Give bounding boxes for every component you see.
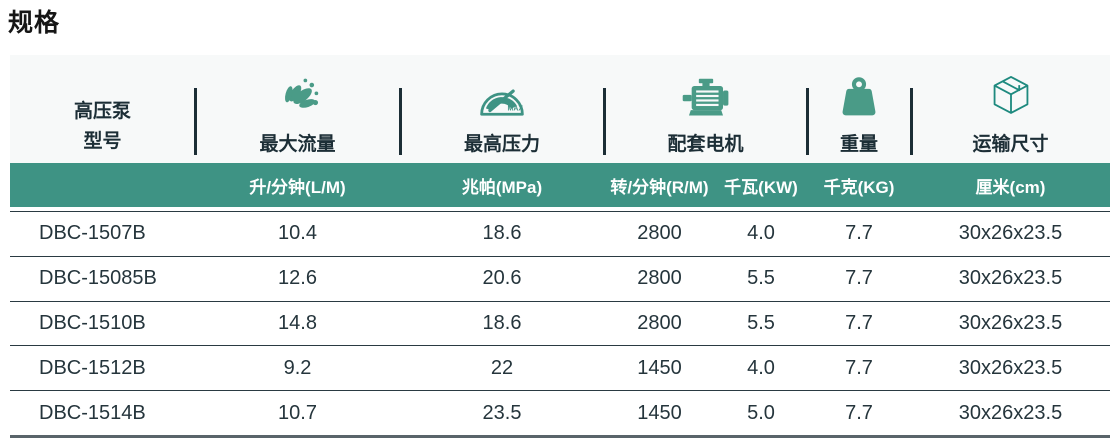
- header-divider: [399, 88, 402, 155]
- table-row: DBC-1514B 10.7 23.5 1450 5.0 7.7 30x26x2…: [10, 390, 1110, 435]
- table-cell: 22: [490, 356, 514, 379]
- units-row: 升/分钟(L/M) 兆帕(MPa) 转/分钟(R/M) 千瓦(KW) 千克(KG…: [10, 163, 1110, 207]
- model-cell: DBC-1507B: [39, 222, 146, 245]
- table-cell: 5.5: [747, 267, 775, 290]
- table-cell: 20.6: [482, 267, 522, 290]
- table-cell: 5.5: [747, 311, 775, 334]
- header-divider: [910, 88, 913, 155]
- table-cell: 10.7: [278, 401, 317, 424]
- header-dims: 运输尺寸: [911, 55, 1110, 163]
- table-cell: 7.7: [845, 356, 873, 379]
- header-dims-label: 运输尺寸: [972, 134, 1049, 155]
- gauge-max-label: MAX: [508, 106, 524, 113]
- header-divider: [806, 88, 809, 155]
- box-icon: [990, 74, 1032, 120]
- table-cell: 4.0: [747, 222, 775, 245]
- header-weight-label: 重量: [839, 134, 878, 155]
- header-model-line1: 高压泵: [73, 101, 131, 123]
- model-cell: DBC-1514B: [39, 401, 146, 424]
- page-title: 规格: [8, 9, 61, 37]
- table-cell: 12.6: [278, 267, 317, 290]
- table-cell: 7.7: [845, 311, 873, 334]
- table-cell: 5.0: [747, 401, 775, 424]
- table-cell: 10.4: [278, 222, 317, 245]
- table-row: DBC-1507B 10.4 18.6 2800 4.0 7.7 30x26x2…: [10, 211, 1110, 256]
- table-cell: 7.7: [845, 222, 873, 245]
- header-motor: 配套电机: [604, 55, 807, 163]
- unit-rpm: 转/分钟(R/M): [610, 177, 709, 197]
- table-cell: 1450: [637, 401, 682, 424]
- spec-table: 高压泵 型号: [10, 55, 1110, 438]
- table-cell: 30x26x23.5: [958, 311, 1063, 334]
- header-model-line2: 型号: [83, 130, 122, 152]
- table-body: DBC-1507B 10.4 18.6 2800 4.0 7.7 30x26x2…: [10, 211, 1110, 438]
- table-cell: 1450: [637, 356, 682, 379]
- header-divider: [194, 88, 197, 155]
- table-cell: 18.6: [482, 222, 522, 245]
- table-cell: 4.0: [747, 356, 775, 379]
- unit-cm: 厘米(cm): [975, 177, 1046, 197]
- unit-kw: 千瓦(KW): [724, 177, 798, 197]
- header-flow: 最大流量: [195, 55, 400, 163]
- header-pressure-label: 最高压力: [463, 134, 540, 155]
- table-cell: 18.6: [482, 311, 522, 334]
- model-cell: DBC-1512B: [39, 356, 146, 379]
- motor-icon: [680, 77, 732, 120]
- header-weight: 重量: [807, 55, 911, 163]
- header-divider: [603, 88, 606, 155]
- header-flow-label: 最大流量: [259, 134, 336, 155]
- table-cell: 9.2: [283, 356, 312, 379]
- unit-flow: 升/分钟(L/M): [249, 177, 346, 197]
- table-cell: 2800: [637, 222, 682, 245]
- table-cell: 14.8: [278, 311, 317, 334]
- table-cell: 30x26x23.5: [958, 401, 1063, 424]
- table-cell: 2800: [637, 267, 682, 290]
- header-motor-label: 配套电机: [667, 134, 744, 155]
- table-cell: 7.7: [845, 401, 873, 424]
- table-row: DBC-1510B 14.8 18.6 2800 5.5 7.7 30x26x2…: [10, 300, 1110, 346]
- table-cell: 7.7: [845, 267, 873, 290]
- header-pressure: MAX 最高压力: [400, 55, 604, 163]
- weight-icon: [838, 76, 880, 120]
- table-header-row: 高压泵 型号: [10, 55, 1110, 163]
- table-cell: 30x26x23.5: [958, 356, 1063, 379]
- table-row: DBC-15085B 12.6 20.6 2800 5.5 7.7 30x26x…: [10, 255, 1110, 301]
- table-cell: 23.5: [482, 401, 522, 424]
- table-cell: 30x26x23.5: [958, 222, 1063, 245]
- unit-pressure: 兆帕(MPa): [461, 177, 543, 197]
- splash-icon: [275, 74, 321, 120]
- header-model-label: 高压泵 型号: [74, 97, 131, 156]
- model-cell: DBC-1510B: [39, 311, 146, 334]
- header-model: 高压泵 型号: [10, 55, 195, 163]
- unit-kg: 千克(KG): [823, 177, 895, 197]
- table-cell: 30x26x23.5: [958, 267, 1063, 290]
- model-cell: DBC-15085B: [39, 267, 157, 290]
- table-row: DBC-1512B 9.2 22 1450 4.0 7.7 30x26x23.5: [10, 345, 1110, 391]
- table-cell: 2800: [637, 311, 682, 334]
- gauge-icon: MAX: [477, 77, 527, 120]
